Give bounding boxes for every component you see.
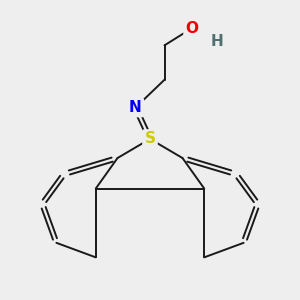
Text: O: O: [185, 21, 199, 36]
Text: S: S: [145, 131, 155, 146]
Text: N: N: [129, 100, 142, 115]
Text: H: H: [211, 34, 223, 49]
